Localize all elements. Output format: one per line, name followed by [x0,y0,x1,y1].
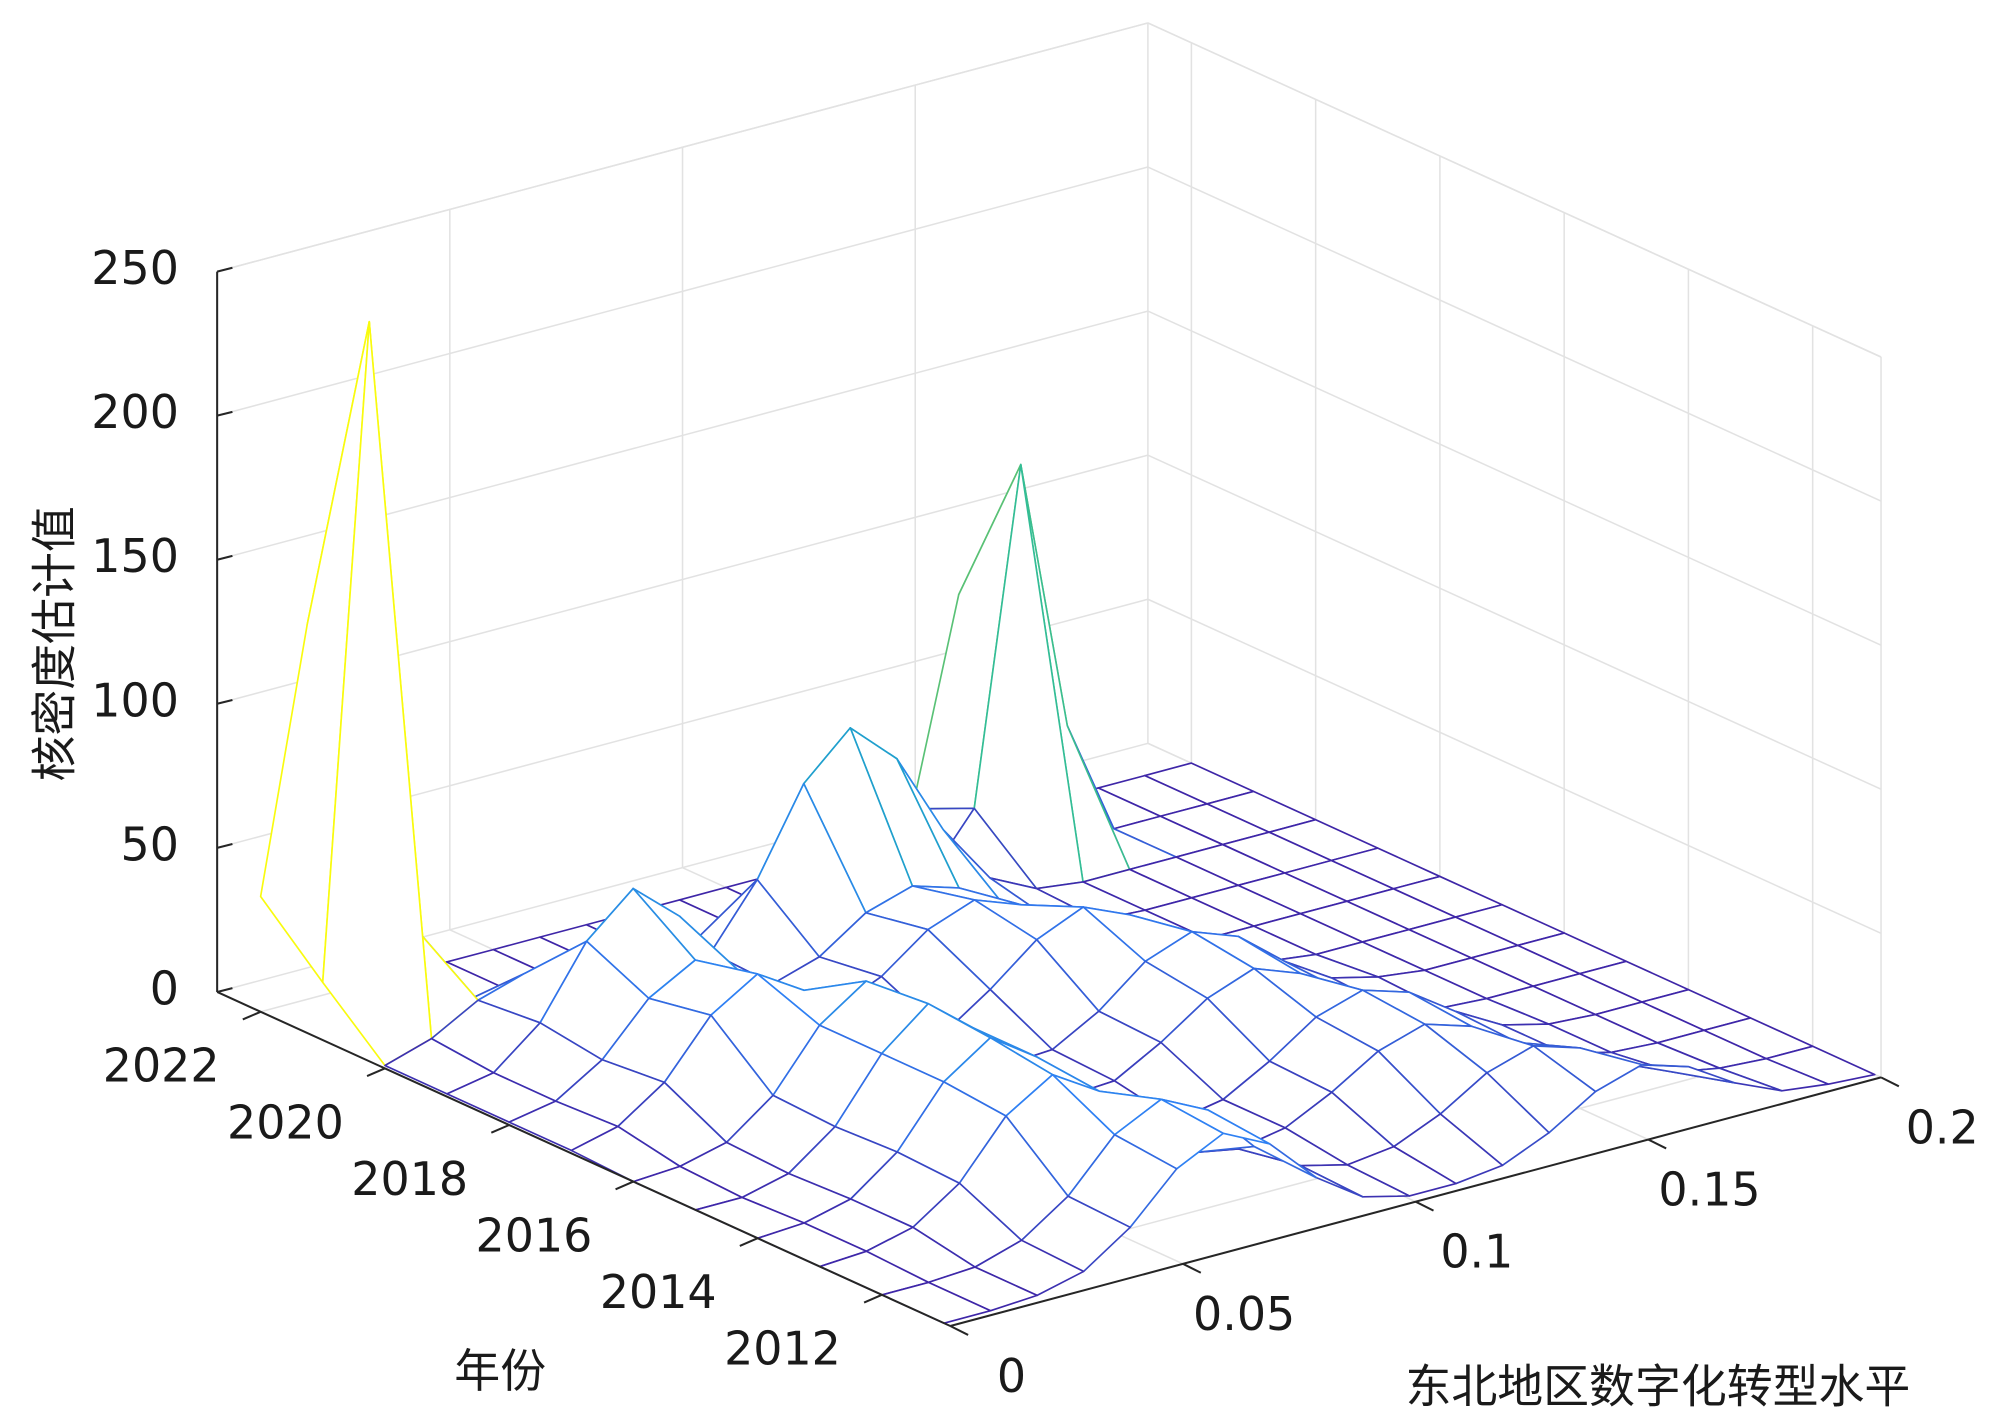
x-tick-label: 0.1 [1440,1225,1513,1279]
tick-mark [1880,1076,1900,1088]
tick-mark [216,554,233,561]
tick-mark [739,1237,759,1247]
z-tick-label: 100 [91,673,179,727]
tick-mark [216,987,233,993]
x-axis [950,1076,1882,1327]
y-axis [216,991,951,1327]
box-edge [216,22,1149,273]
z-tick-label: 50 [120,817,178,871]
mesh [259,320,1876,1325]
grid-line [1147,454,1882,790]
tick-mark [1647,1138,1667,1150]
tick-mark [615,1180,634,1191]
grid-line [1147,598,1882,934]
y-axis-label: 年份 [454,1344,546,1398]
tick-mark [216,266,233,273]
tick-mark [949,1325,969,1336]
y-tick-label: 2020 [227,1095,344,1149]
x-axis-label: 东北地区数字化转型水平 [1406,1359,1911,1413]
tick-mark [216,698,233,705]
x-tick-label: 0.2 [1906,1100,1979,1154]
y-tick-label: 2016 [476,1208,593,1262]
z-axis-label: 核密度估计值 [27,506,81,781]
x-tick-label: 0.15 [1658,1163,1760,1217]
y-tick-label: 2018 [351,1152,468,1206]
z-tick-label: 150 [91,529,179,583]
tick-mark [216,410,233,417]
tick-mark [1415,1200,1434,1212]
tick-mark [366,1067,386,1077]
x-tick-label: 0 [997,1349,1026,1403]
z-tick-label: 0 [150,961,179,1015]
tick-mark [490,1124,510,1134]
tick-mark [216,843,233,849]
z-tick-label: 200 [91,385,179,439]
tick-mark [863,1293,883,1304]
y-tick-label: 2014 [600,1265,717,1319]
tick-mark [1182,1262,1202,1274]
grid-line [1147,166,1882,502]
y-tick-label: 2022 [103,1039,220,1093]
grid-line [1147,310,1882,646]
y-tick-label: 2012 [724,1322,841,1376]
x-tick-label: 0.05 [1193,1287,1295,1341]
z-tick-label: 250 [91,241,179,295]
tick-mark [242,1010,262,1021]
box-edge [1147,22,1882,358]
